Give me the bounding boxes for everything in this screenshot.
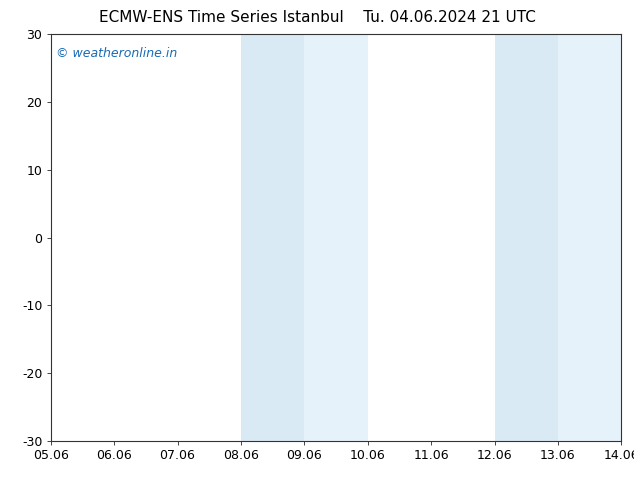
Bar	[558, 34, 621, 441]
Bar	[241, 34, 304, 441]
Bar	[495, 34, 558, 441]
Text: ECMW-ENS Time Series Istanbul    Tu. 04.06.2024 21 UTC: ECMW-ENS Time Series Istanbul Tu. 04.06.…	[98, 10, 536, 25]
Text: © weatheronline.in: © weatheronline.in	[56, 47, 178, 59]
Bar	[304, 34, 368, 441]
